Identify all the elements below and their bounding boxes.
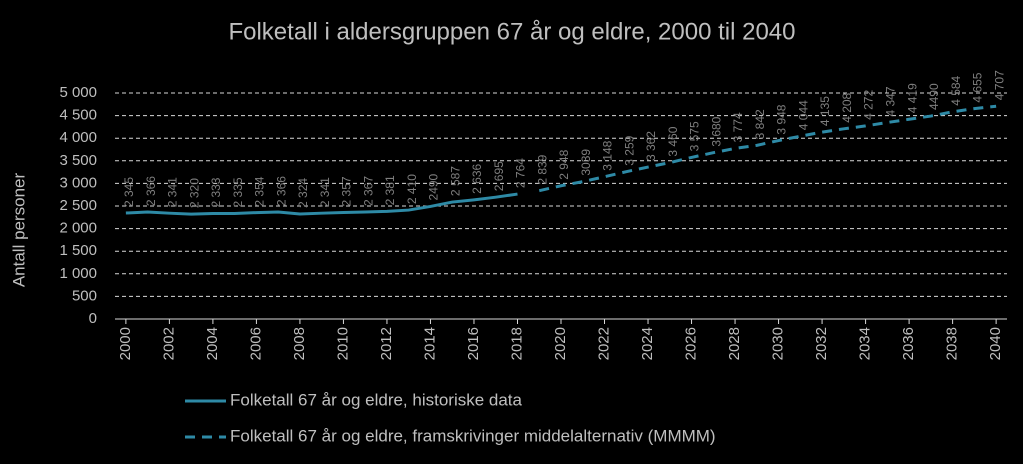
data-label: 3039 — [579, 149, 593, 176]
data-label: 2 587 — [448, 166, 462, 196]
x-tick-label: 2022 — [595, 327, 612, 360]
data-label: 2 367 — [361, 176, 375, 206]
data-label: 4 707 — [992, 70, 1006, 100]
data-label: 4490 — [927, 83, 941, 110]
x-tick-label: 2020 — [552, 327, 569, 360]
data-label: 2 324 — [296, 178, 310, 208]
x-tick-label: 2036 — [900, 327, 917, 360]
data-label: 2 695 — [492, 161, 506, 191]
x-tick-label: 2002 — [160, 327, 177, 360]
data-label: 2 335 — [231, 177, 245, 207]
data-label: 2 636 — [470, 163, 484, 193]
legend-label: Folketall 67 år og eldre, historiske dat… — [230, 390, 523, 409]
x-tick-label: 2040 — [987, 327, 1004, 360]
x-tick-label: 2018 — [508, 327, 525, 360]
x-tick-label: 2034 — [857, 327, 874, 360]
data-label: 3 259 — [622, 135, 636, 165]
y-tick-label: 2 000 — [59, 220, 97, 237]
y-tick-label: 4 500 — [59, 107, 97, 124]
data-label: 4 584 — [949, 75, 963, 105]
y-tick-label: 1 000 — [59, 265, 97, 282]
y-tick-label: 3 000 — [59, 174, 97, 191]
data-label: 2 345 — [122, 177, 136, 207]
x-tick-label: 2032 — [813, 327, 830, 360]
data-label: 2 381 — [383, 175, 397, 205]
data-label: 4 655 — [971, 72, 985, 102]
data-label: 2 410 — [405, 174, 419, 204]
x-tick-label: 2024 — [639, 327, 656, 360]
data-label: 2 357 — [340, 176, 354, 206]
x-tick-label: 2004 — [204, 327, 221, 360]
data-label: 3 460 — [666, 126, 680, 156]
data-label: 2 764 — [514, 158, 528, 188]
y-axis-label: Antall personer — [9, 172, 28, 287]
data-label: 4 272 — [862, 90, 876, 120]
y-tick-label: 0 — [89, 310, 97, 327]
series-line — [538, 104, 997, 193]
data-label: 2490 — [427, 173, 441, 200]
y-tick-label: 3 500 — [59, 152, 97, 169]
data-label: 2 839 — [535, 154, 549, 184]
data-label: 2 366 — [144, 176, 158, 206]
data-label: 2 333 — [209, 177, 223, 207]
data-label: 4 135 — [818, 96, 832, 126]
data-label: 2 366 — [274, 176, 288, 206]
data-label: 2 320 — [187, 178, 201, 208]
x-tick-label: 2014 — [421, 327, 438, 360]
data-label: 4 419 — [905, 83, 919, 113]
series-line — [125, 192, 518, 216]
data-label: 4 208 — [840, 92, 854, 122]
x-tick-label: 2010 — [334, 327, 351, 360]
data-label: 3 774 — [731, 112, 745, 142]
x-tick-label: 2016 — [465, 327, 482, 360]
x-tick-label: 2008 — [291, 327, 308, 360]
data-label: 4 044 — [796, 100, 810, 130]
y-tick-label: 5 000 — [59, 84, 97, 101]
legend-label: Folketall 67 år og eldre, framskrivinger… — [230, 426, 716, 445]
y-tick-label: 2 500 — [59, 197, 97, 214]
data-label: 3 148 — [601, 140, 615, 170]
y-tick-label: 4 000 — [59, 129, 97, 146]
data-label: 2 341 — [318, 177, 332, 207]
data-label: 3 680 — [709, 116, 723, 146]
y-tick-label: 1 500 — [59, 242, 97, 259]
x-tick-label: 2028 — [726, 327, 743, 360]
data-label: 3 362 — [644, 131, 658, 161]
data-label: 2 948 — [557, 149, 571, 179]
data-label: 3 575 — [688, 121, 702, 151]
data-label: 2 341 — [166, 177, 180, 207]
data-label: 3 842 — [753, 109, 767, 139]
x-tick-label: 2012 — [378, 327, 395, 360]
x-tick-label: 2038 — [944, 327, 961, 360]
data-label: 3 948 — [775, 104, 789, 134]
x-tick-label: 2030 — [770, 327, 787, 360]
x-tick-label: 2000 — [117, 327, 134, 360]
chart-title: Folketall i aldersgruppen 67 år og eldre… — [228, 18, 795, 45]
x-tick-label: 2006 — [247, 327, 264, 360]
y-tick-label: 500 — [72, 287, 97, 304]
x-tick-label: 2026 — [683, 327, 700, 360]
data-label: 2 354 — [253, 176, 267, 206]
data-label: 4 347 — [884, 86, 898, 116]
